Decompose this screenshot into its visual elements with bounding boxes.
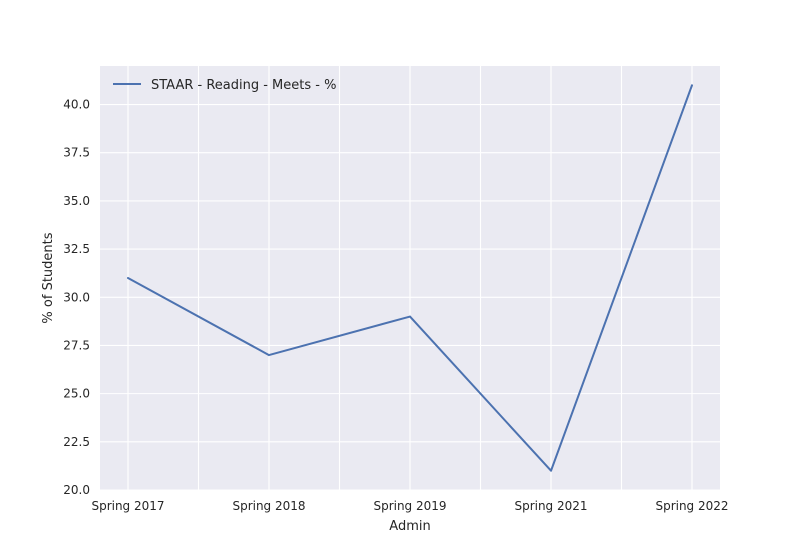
legend-label: STAAR - Reading - Meets - % [151,78,336,93]
y-axis-ticks: 20.0 22.5 25.0 27.5 30.0 32.5 35.0 37.5 40.0 [63,98,90,497]
legend: STAAR - Reading - Meets - % [113,78,336,93]
x-tick-label: Spring 2018 [232,499,305,513]
x-tick-label: Spring 2017 [91,499,164,513]
x-tick-label: Spring 2019 [373,499,446,513]
x-tick-label: Spring 2022 [655,499,728,513]
y-tick-label: 27.5 [63,338,90,352]
y-tick-label: 20.0 [63,483,90,497]
y-tick-label: 25.0 [63,387,90,401]
x-tick-label: Spring 2021 [514,499,587,513]
y-tick-label: 30.0 [63,290,90,304]
y-tick-label: 22.5 [63,435,90,449]
series-layer [127,84,693,472]
y-tick-label: 37.5 [63,146,90,160]
y-tick-label: 32.5 [63,242,90,256]
series-line-0 [127,84,693,472]
y-axis-label: % of Students [41,232,56,323]
x-axis-label: Admin [389,519,430,534]
y-tick-label: 35.0 [63,194,90,208]
y-tick-label: 40.0 [63,98,90,112]
x-axis-ticks: Spring 2017 Spring 2018 Spring 2019 Spring … [91,499,728,513]
